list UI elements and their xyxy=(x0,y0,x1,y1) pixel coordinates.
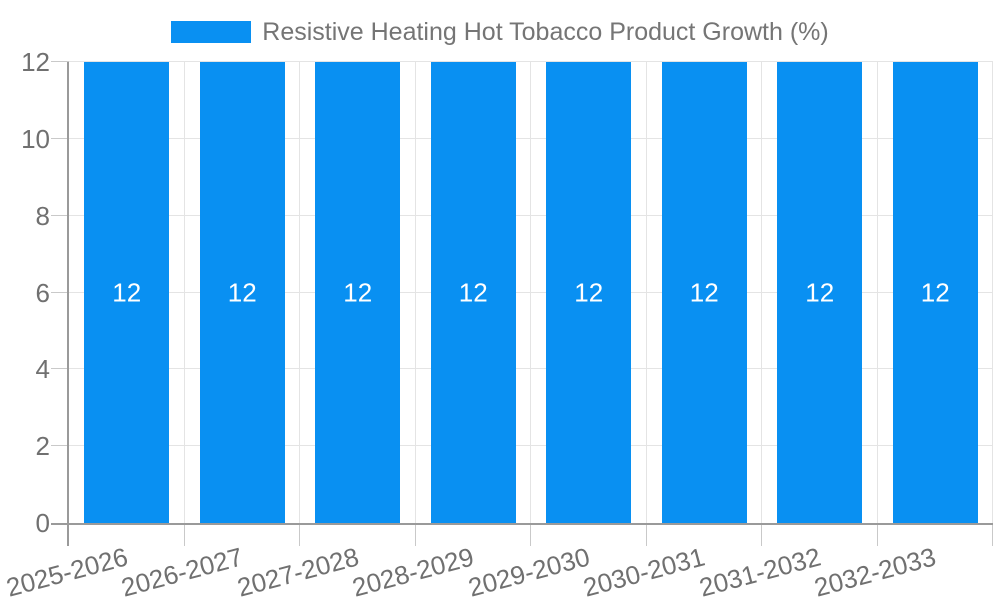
y-tick xyxy=(51,368,69,369)
bar[interactable]: 12 xyxy=(546,62,632,523)
y-tick xyxy=(51,215,69,216)
y-grid-line xyxy=(69,138,993,139)
x-grid-line xyxy=(530,62,531,523)
y-tick xyxy=(51,138,69,139)
y-tick-label: 4 xyxy=(35,354,50,384)
bar[interactable]: 12 xyxy=(661,62,747,523)
y-tick xyxy=(51,292,69,293)
bar[interactable]: 12 xyxy=(84,62,170,523)
y-grid-line xyxy=(69,368,993,369)
legend[interactable]: Resistive Heating Hot Tobacco Product Gr… xyxy=(0,18,1000,46)
y-grid-line xyxy=(69,215,993,216)
bar-value-label: 12 xyxy=(227,277,257,307)
y-axis-line xyxy=(67,62,69,546)
bar[interactable]: 12 xyxy=(777,62,863,523)
legend-swatch xyxy=(171,21,252,43)
y-tick xyxy=(51,445,69,446)
bar-value-label: 12 xyxy=(689,277,719,307)
y-grid-line xyxy=(69,61,993,62)
x-tick xyxy=(530,525,531,546)
x-tick xyxy=(992,525,993,546)
y-tick-label: 6 xyxy=(35,278,50,308)
legend-label: Resistive Heating Hot Tobacco Product Gr… xyxy=(262,17,829,46)
x-tick xyxy=(646,525,647,546)
x-tick xyxy=(761,525,762,546)
x-tick xyxy=(415,525,416,546)
bar-value-label: 12 xyxy=(805,277,835,307)
y-tick-label: 8 xyxy=(35,201,50,231)
y-tick-label: 0 xyxy=(35,508,50,538)
bar-value-label: 12 xyxy=(574,277,604,307)
x-tick xyxy=(877,525,878,546)
x-tick xyxy=(184,525,185,546)
x-grid-line xyxy=(415,62,416,523)
bar[interactable]: 12 xyxy=(199,62,285,523)
y-grid-line xyxy=(69,445,993,446)
y-tick-label: 10 xyxy=(21,124,50,154)
y-grid-line xyxy=(69,292,993,293)
x-grid-line xyxy=(646,62,647,523)
y-tick-label: 12 xyxy=(21,47,50,77)
bar-value-label: 12 xyxy=(920,277,950,307)
bar-value-label: 12 xyxy=(112,277,142,307)
bar[interactable]: 12 xyxy=(430,62,516,523)
x-grid-line xyxy=(184,62,185,523)
x-tick xyxy=(299,525,300,546)
bar-value-label: 12 xyxy=(458,277,488,307)
y-tick xyxy=(51,61,69,62)
x-grid-line xyxy=(299,62,300,523)
x-grid-line xyxy=(761,62,762,523)
x-grid-line xyxy=(877,62,878,523)
bar[interactable]: 12 xyxy=(892,62,978,523)
x-grid-line xyxy=(992,62,993,523)
y-tick-label: 2 xyxy=(35,431,50,461)
bar-value-label: 12 xyxy=(343,277,373,307)
bar[interactable]: 12 xyxy=(315,62,401,523)
x-axis-line xyxy=(51,523,993,525)
